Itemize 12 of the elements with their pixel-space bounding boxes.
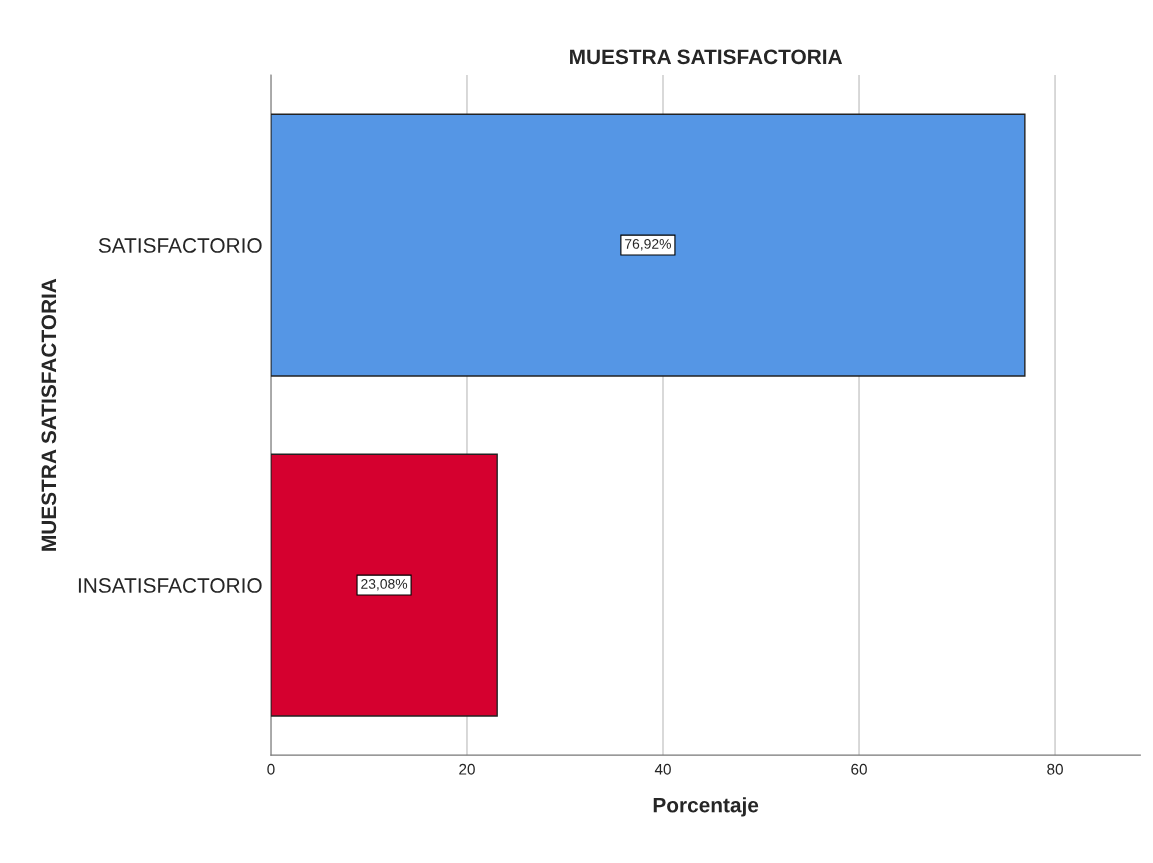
x-tick-label: 0 xyxy=(267,763,275,775)
y-tick-label: SATISFACTORIO xyxy=(98,238,262,253)
y-tick-label: INSATISFACTORIO xyxy=(78,578,262,593)
y-axis-title: MUESTRA SATISFACTORIA xyxy=(41,278,57,551)
x-tick-label: 80 xyxy=(1047,763,1063,775)
chart-title: MUESTRA SATISFACTORIA xyxy=(570,49,843,65)
x-tick-label: 60 xyxy=(851,763,867,775)
x-axis-title: Porcentaje xyxy=(653,797,759,817)
x-tick-label: 40 xyxy=(654,763,671,775)
data-label: 23,08% xyxy=(361,579,408,591)
x-tick-label: 20 xyxy=(459,763,475,775)
data-label: 76,92% xyxy=(625,238,671,251)
